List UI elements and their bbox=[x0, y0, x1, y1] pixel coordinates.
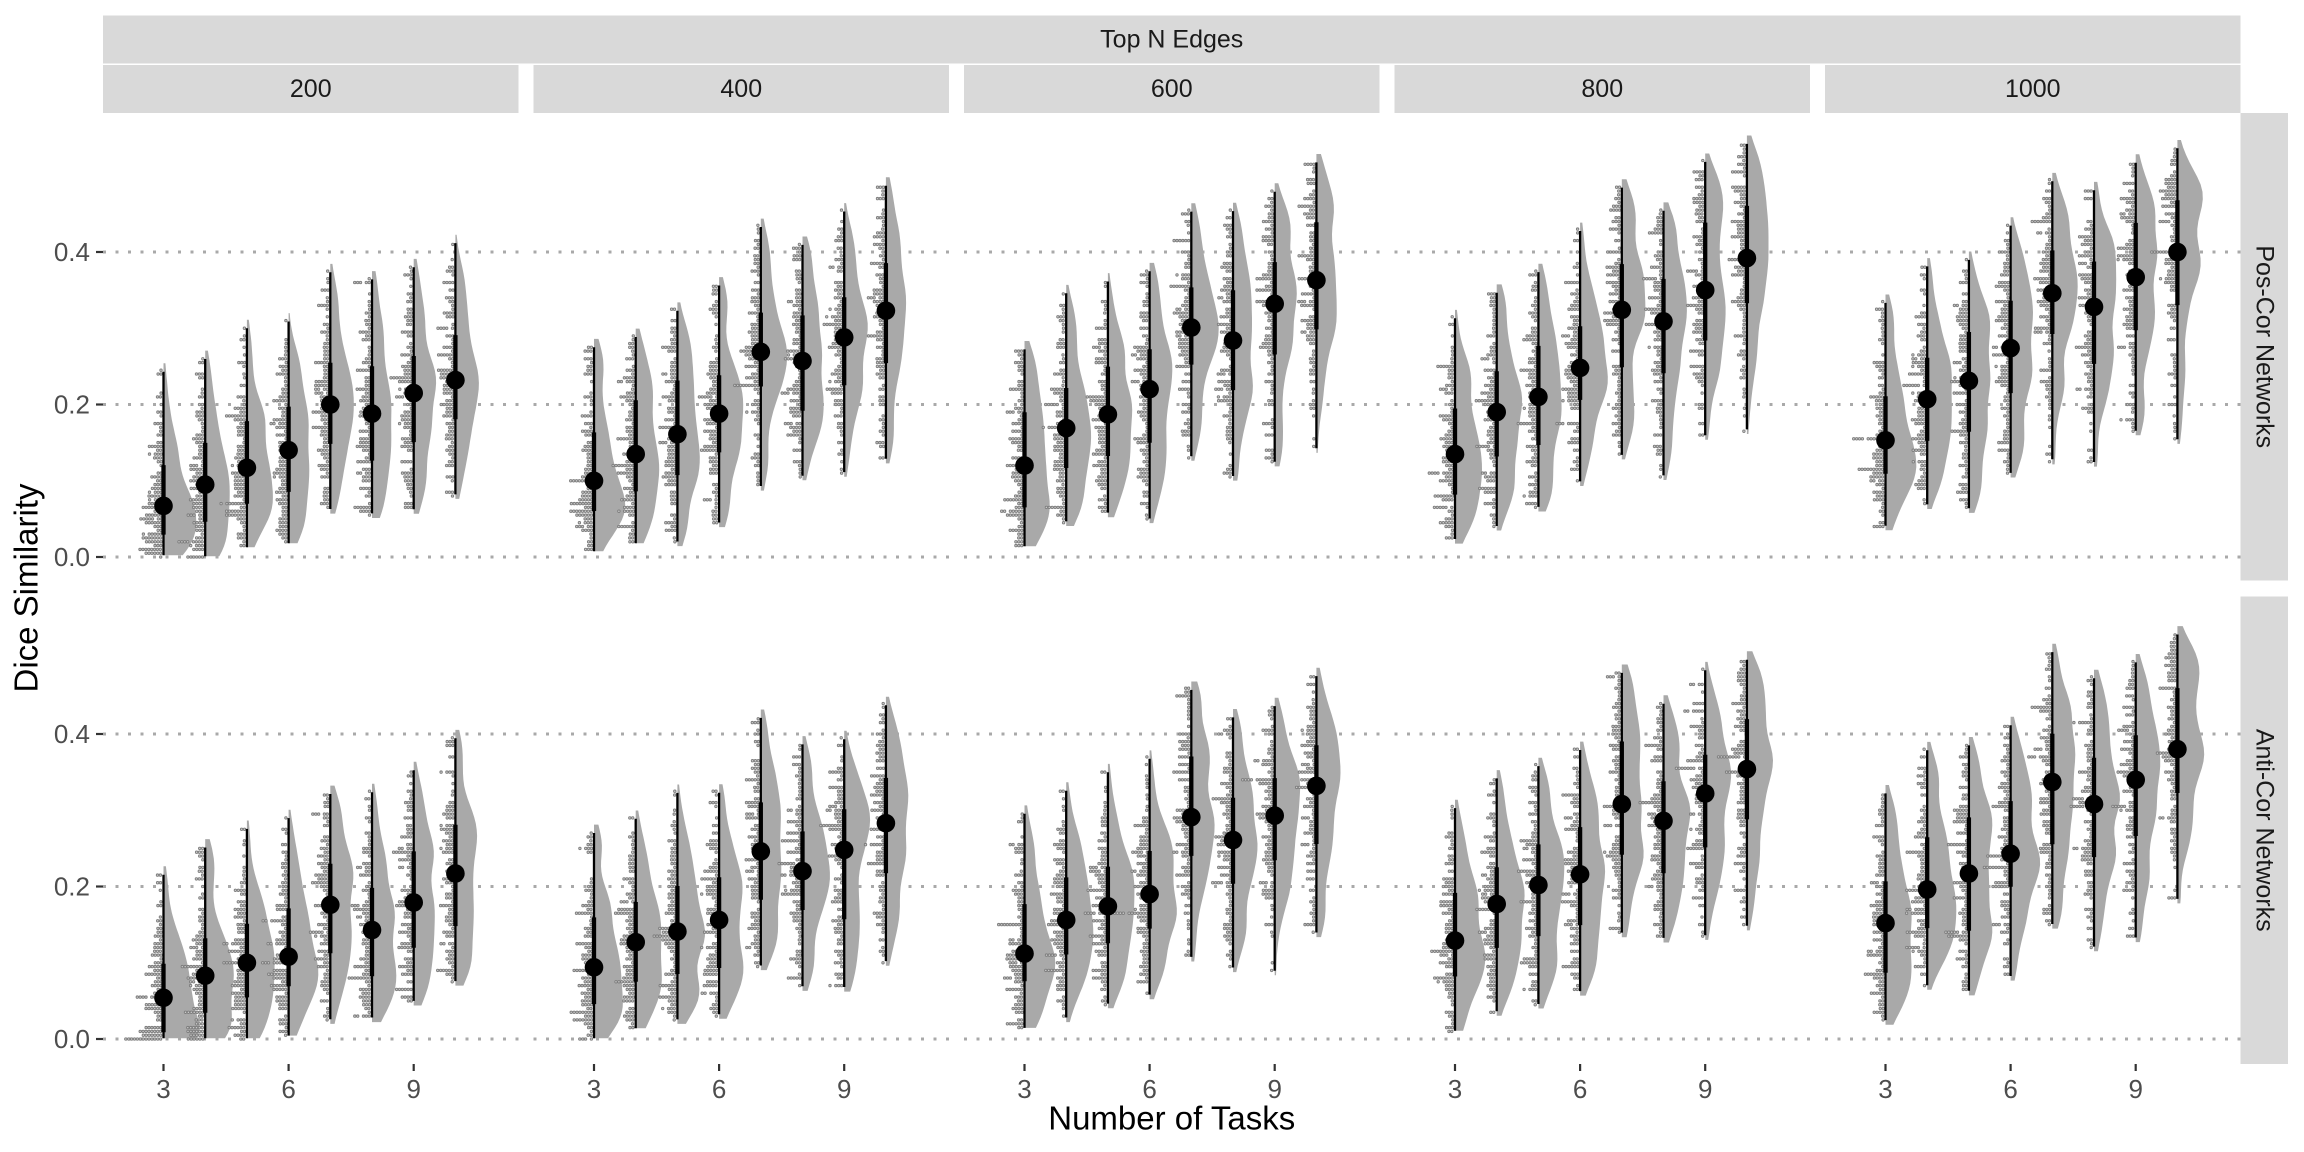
svg-text:9: 9 bbox=[2128, 1074, 2142, 1104]
svg-text:6: 6 bbox=[281, 1074, 295, 1104]
svg-text:3: 3 bbox=[1878, 1074, 1892, 1104]
svg-text:3: 3 bbox=[1448, 1074, 1462, 1104]
svg-text:Top N Edges: Top N Edges bbox=[1100, 26, 1243, 54]
svg-text:1000: 1000 bbox=[2005, 75, 2061, 103]
svg-text:0.0: 0.0 bbox=[54, 542, 90, 572]
svg-text:400: 400 bbox=[720, 75, 762, 103]
svg-text:600: 600 bbox=[1151, 75, 1193, 103]
svg-text:3: 3 bbox=[1017, 1074, 1031, 1104]
svg-text:Number of Tasks: Number of Tasks bbox=[1048, 1100, 1295, 1137]
svg-text:0.4: 0.4 bbox=[54, 237, 90, 267]
svg-text:9: 9 bbox=[837, 1074, 851, 1104]
svg-text:9: 9 bbox=[1698, 1074, 1712, 1104]
svg-text:0.2: 0.2 bbox=[54, 390, 90, 420]
svg-text:0.4: 0.4 bbox=[54, 719, 90, 749]
svg-text:Dice Similarity: Dice Similarity bbox=[8, 483, 45, 693]
svg-text:9: 9 bbox=[406, 1074, 420, 1104]
svg-text:6: 6 bbox=[2003, 1074, 2017, 1104]
svg-text:3: 3 bbox=[587, 1074, 601, 1104]
svg-text:6: 6 bbox=[1142, 1074, 1156, 1104]
svg-text:800: 800 bbox=[1581, 75, 1623, 103]
svg-text:Anti-Cor Networks: Anti-Cor Networks bbox=[2250, 729, 2278, 932]
svg-text:0.0: 0.0 bbox=[54, 1024, 90, 1054]
svg-text:0.2: 0.2 bbox=[54, 872, 90, 902]
svg-text:3: 3 bbox=[156, 1074, 170, 1104]
svg-text:200: 200 bbox=[290, 75, 332, 103]
svg-text:6: 6 bbox=[1573, 1074, 1587, 1104]
svg-text:Pos-Cor Networks: Pos-Cor Networks bbox=[2250, 245, 2278, 448]
svg-text:6: 6 bbox=[712, 1074, 726, 1104]
svg-text:9: 9 bbox=[1267, 1074, 1281, 1104]
